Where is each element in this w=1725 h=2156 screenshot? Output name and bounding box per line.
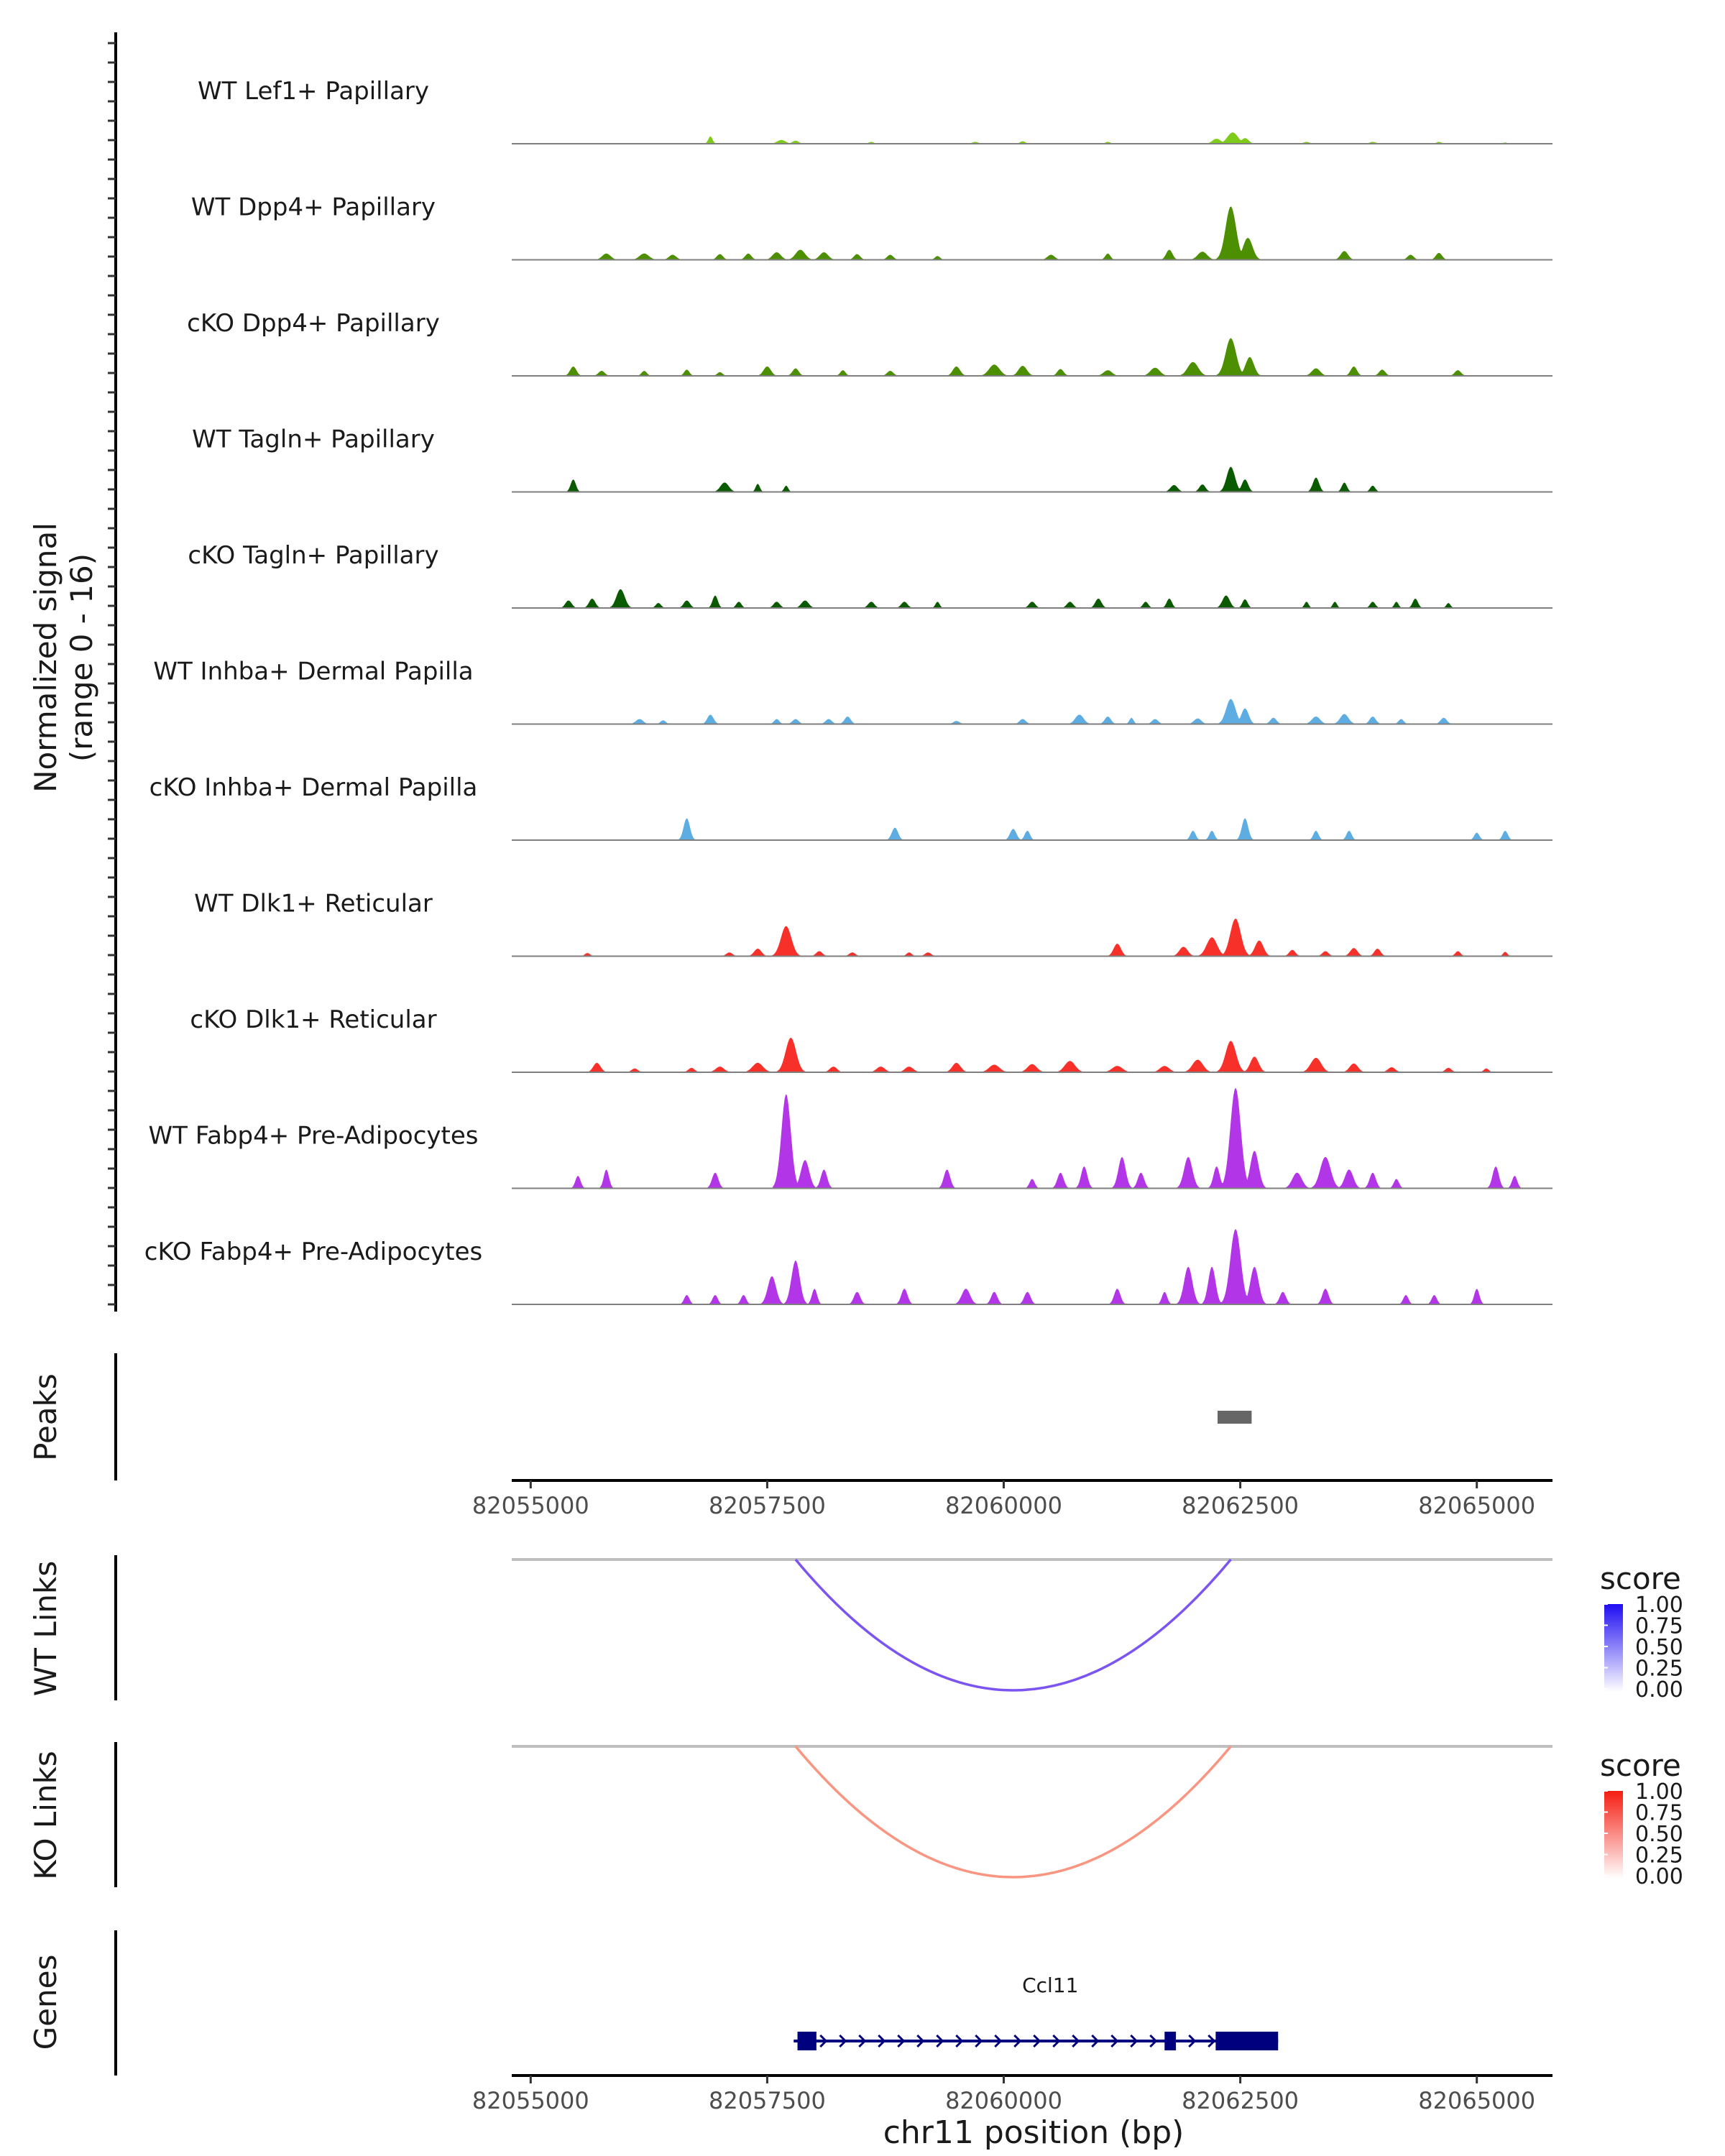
legend-value: 0.00 <box>1635 1864 1683 1889</box>
track-label: cKO Tagln+ Papillary <box>188 541 438 570</box>
track-area <box>512 206 1552 260</box>
track-label: WT Lef1+ Papillary <box>198 77 429 106</box>
x-axis-top-tick-label: 82062500 <box>1182 1492 1299 1519</box>
genes-panel: Genes Ccl11 <box>28 1930 1279 2076</box>
legend-value: 0.75 <box>1635 1801 1683 1826</box>
x-axis-title: chr11 position (bp) <box>883 2114 1184 2151</box>
legend-value: 0.25 <box>1635 1657 1683 1682</box>
legend-value: 1.00 <box>1635 1593 1683 1618</box>
strand-arrow <box>994 2034 1003 2048</box>
strand-arrow <box>1188 2034 1197 2048</box>
strand-arrow <box>955 2034 964 2048</box>
track-label: cKO Dlk1+ Reticular <box>190 1005 436 1034</box>
strand-arrow <box>1208 2034 1216 2048</box>
links-label: WT Links <box>28 1561 63 1696</box>
gene-exon <box>1164 2032 1177 2050</box>
legend-value: 0.00 <box>1635 1677 1683 1703</box>
legend-title: score <box>1600 1748 1681 1783</box>
track-label: WT Dlk1+ Reticular <box>194 890 433 918</box>
strand-arrow <box>1091 2034 1100 2048</box>
x-axis-bottom-tick-label: 82055000 <box>472 2087 589 2114</box>
links-label: KO Links <box>28 1751 63 1880</box>
legend-colorbar <box>1604 1791 1623 1879</box>
x-axis-top-tick-label: 82060000 <box>945 1492 1062 1519</box>
x-axis-bottom: 82055000 82057500 82060000 82062500 82065000… <box>472 2074 1552 2151</box>
gene-exon <box>797 2032 816 2050</box>
track-label: cKO Fabp4+ Pre-Adipocytes <box>144 1238 483 1266</box>
legend-value: 0.75 <box>1635 1614 1683 1639</box>
strand-arrow <box>916 2034 925 2048</box>
strand-arrow <box>936 2034 944 2048</box>
strand-arrow <box>897 2034 906 2048</box>
track-area <box>512 1087 1552 1189</box>
strand-arrow <box>1013 2034 1022 2048</box>
strand-arrow <box>975 2034 983 2048</box>
signal-panel: Normalized signal (range 0 - 16) WT Lef1+ … <box>28 32 1552 1312</box>
strand-arrow <box>839 2034 847 2048</box>
track-area <box>512 466 1552 492</box>
gene-exon <box>1215 2032 1279 2050</box>
track-area <box>512 1038 1552 1072</box>
track-area <box>512 918 1552 957</box>
legend-value: 1.00 <box>1635 1779 1683 1805</box>
track-label: cKO Dpp4+ Papillary <box>187 309 440 338</box>
x-axis-top: 82055000 82057500 82060000 82062500 82065000 <box>472 1479 1552 1519</box>
track-label: cKO Inhba+ Dermal Papilla <box>150 773 478 802</box>
strand-arrow <box>1130 2034 1138 2048</box>
x-axis-bottom-tick-label: 82057500 <box>709 2087 826 2114</box>
link-arc <box>794 1745 1232 1879</box>
track-label: WT Dpp4+ Papillary <box>191 193 436 222</box>
peak-region <box>1218 1411 1252 1424</box>
strand-arrow <box>1110 2034 1119 2048</box>
track-area <box>512 589 1552 608</box>
x-axis-top-tick-label: 82055000 <box>472 1492 589 1519</box>
x-axis-bottom-tick-label: 82062500 <box>1182 2087 1299 2114</box>
strand-arrow <box>819 2034 828 2048</box>
link-arc <box>794 1558 1232 1692</box>
x-axis-top-tick-label: 82065000 <box>1418 1492 1535 1519</box>
track-area <box>512 132 1552 144</box>
strand-arrow <box>1033 2034 1041 2048</box>
peaks-panel: Peaks <box>28 1353 1252 1480</box>
track-area <box>512 1229 1552 1304</box>
signal-y-label-range: (range 0 - 16) <box>64 553 99 762</box>
track-label: WT Tagln+ Papillary <box>192 425 435 454</box>
strand-arrow <box>878 2034 886 2048</box>
signal-y-label: Normalized signal <box>28 522 63 793</box>
x-axis-bottom-tick-label: 82060000 <box>945 2087 1062 2114</box>
x-axis-bottom-tick-label: 82065000 <box>1418 2087 1535 2114</box>
track-area <box>512 818 1552 840</box>
gene-name: Ccl11 <box>1022 1973 1078 1997</box>
genes-label: Genes <box>28 1955 63 2050</box>
strand-arrow <box>1149 2034 1158 2048</box>
peaks-label: Peaks <box>28 1373 63 1461</box>
track-label: WT Inhba+ Dermal Papilla <box>153 658 473 686</box>
strand-arrow <box>1052 2034 1061 2048</box>
legend-colorbar <box>1604 1604 1623 1692</box>
track-area <box>512 699 1552 724</box>
legend-value: 0.25 <box>1635 1843 1683 1869</box>
x-axis-top-tick-label: 82057500 <box>709 1492 826 1519</box>
strand-arrow <box>1072 2034 1080 2048</box>
legend-title: score <box>1600 1561 1681 1596</box>
strand-arrow <box>858 2034 867 2048</box>
track-area <box>512 338 1552 376</box>
legend-value: 0.50 <box>1635 1822 1683 1847</box>
legend-value: 0.50 <box>1635 1635 1683 1660</box>
track-label: WT Fabp4+ Pre-Adipocytes <box>149 1122 479 1151</box>
